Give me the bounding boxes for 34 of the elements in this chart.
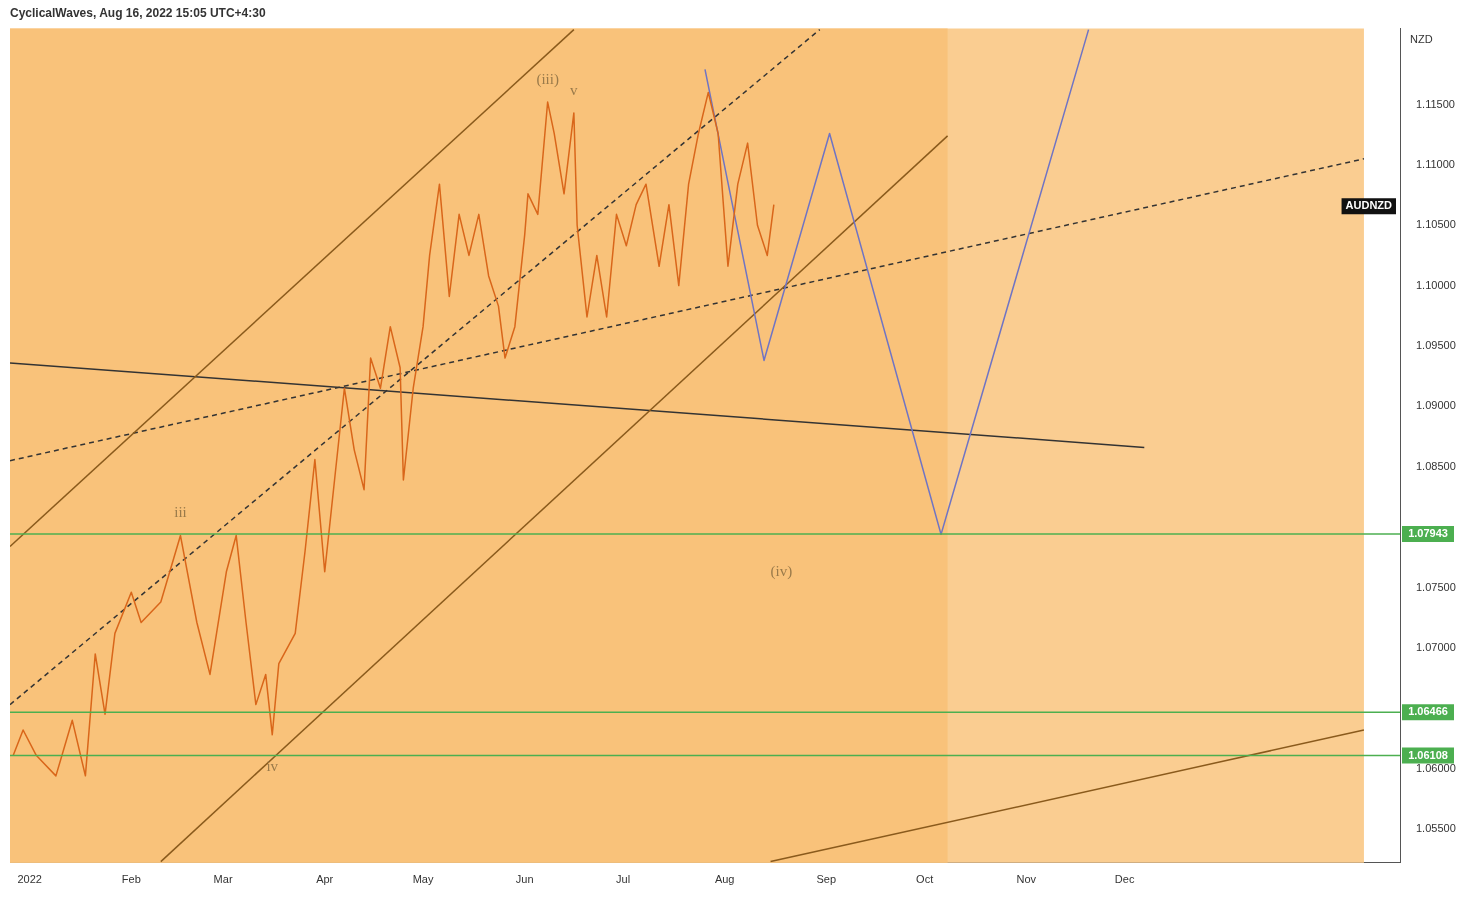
y-tick-label: 1.09000 xyxy=(1416,399,1456,412)
y-tick-label: 1.10500 xyxy=(1416,218,1456,231)
ref-line-label: 1.06466 xyxy=(1408,705,1448,718)
x-tick-label: Jun xyxy=(515,873,534,886)
x-tick-label: Mar xyxy=(213,873,233,886)
ref-line-label: 1.06108 xyxy=(1408,748,1448,761)
x-tick-label: Jul xyxy=(616,873,631,886)
x-tick-label: Sep xyxy=(816,873,837,886)
y-tick-label: 1.09500 xyxy=(1416,339,1456,352)
x-tick-label: Nov xyxy=(1016,873,1037,886)
x-tick-label: Apr xyxy=(316,873,334,886)
annotation: iii xyxy=(174,504,187,521)
x-tick-label: Dec xyxy=(1114,873,1135,886)
annotation: v xyxy=(570,81,579,98)
ref-line-label: 1.07943 xyxy=(1408,527,1448,540)
annotation: (iii) xyxy=(536,71,559,88)
x-tick-label: May xyxy=(412,873,434,886)
annotation: AUDNZD xyxy=(1345,199,1393,212)
y-tick-label: 1.10000 xyxy=(1416,278,1456,291)
chart-title: CyclicalWaves, Aug 16, 2022 15:05 UTC+4:30 xyxy=(10,5,266,20)
x-tick-label: Feb xyxy=(121,873,141,886)
x-tick-label: Aug xyxy=(714,873,735,886)
y-tick-label: 1.07500 xyxy=(1416,580,1456,593)
y-tick-label: 1.07000 xyxy=(1416,640,1456,653)
annotation: iv xyxy=(266,757,279,774)
y-tick-label: 1.11000 xyxy=(1416,157,1455,170)
y-tick-label: 1.08500 xyxy=(1416,459,1456,472)
y-axis-title: NZD xyxy=(1410,33,1433,46)
y-tick-label: 1.06000 xyxy=(1416,761,1456,774)
y-tick-label: 1.05500 xyxy=(1416,822,1456,835)
annotation: (iv) xyxy=(770,562,793,580)
x-tick-label: 2022 xyxy=(17,873,42,886)
y-tick-label: 1.11500 xyxy=(1416,97,1455,110)
x-tick-label: Oct xyxy=(916,873,934,886)
